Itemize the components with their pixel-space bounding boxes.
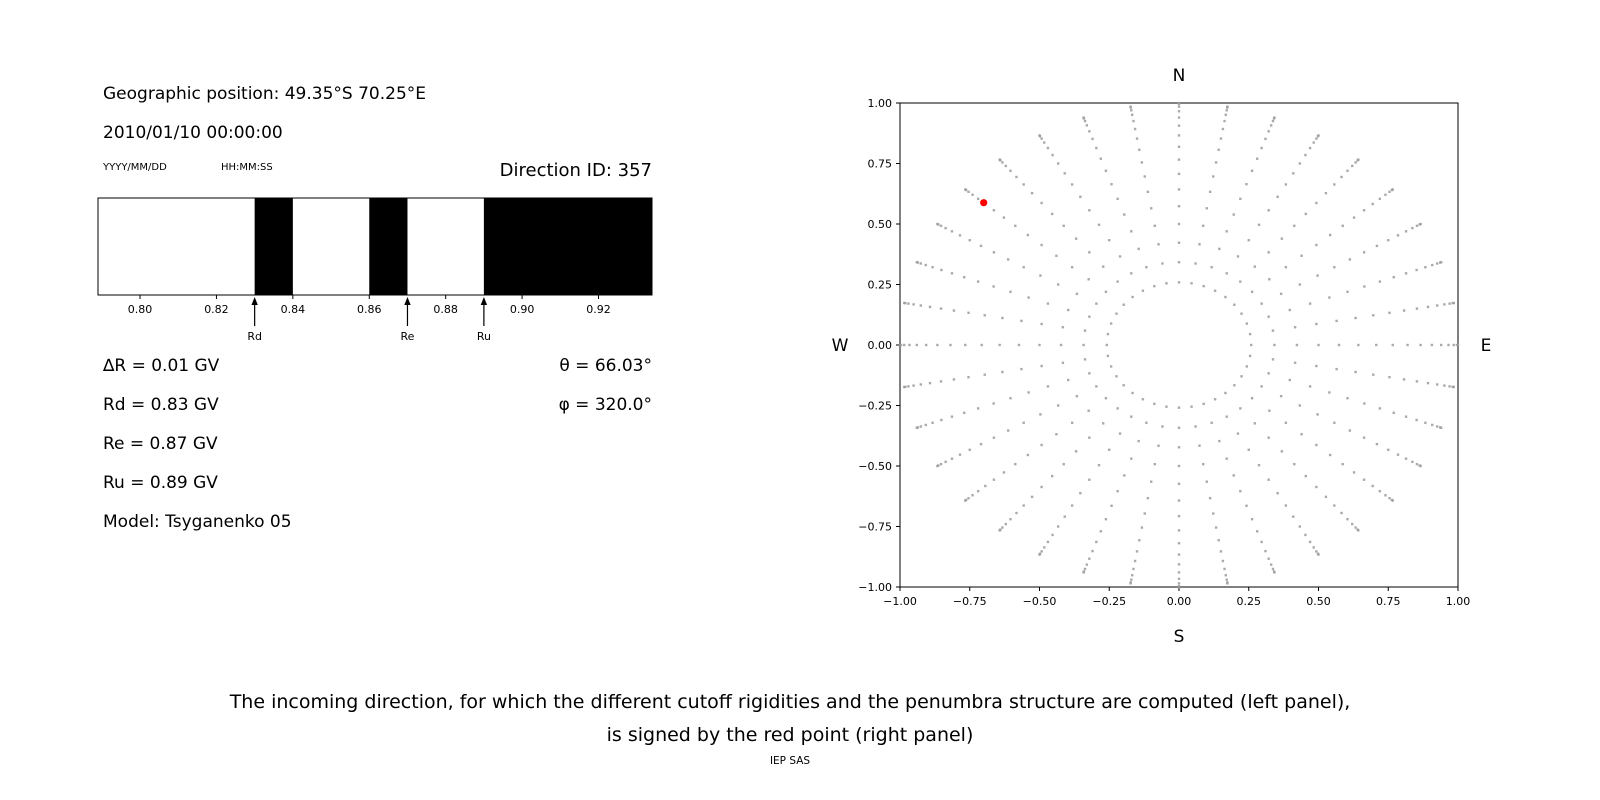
date-format-label: YYYY/MM/DD	[103, 162, 167, 173]
compass-east-label: E	[1481, 336, 1492, 356]
y-tick-label: 0.50	[868, 218, 893, 231]
caption-line-1: The incoming direction, for which the di…	[229, 691, 1351, 713]
x-tick-label: −1.00	[883, 595, 917, 608]
penumbra-tick-label: 0.82	[204, 303, 229, 316]
cutoff-arrowhead	[251, 297, 258, 305]
datetime-text: 2010/01/10 00:00:00	[103, 123, 283, 143]
cutoff-arrowhead	[404, 297, 411, 305]
compass-west-label: W	[832, 336, 849, 356]
figure-caption: The incoming direction, for which the di…	[0, 686, 1580, 752]
penumbra-tick-label: 0.90	[510, 303, 535, 316]
penumbra-tick-label: 0.92	[586, 303, 611, 316]
delta-r-text: ∆R = 0.01 GV	[103, 356, 220, 376]
allowed-band	[483, 198, 652, 295]
penumbra-tick-label: 0.86	[357, 303, 382, 316]
penumbra-bands	[97, 197, 653, 296]
y-tick-label: 0.00	[868, 339, 893, 352]
x-tick-label: 0.00	[1167, 595, 1192, 608]
time-format-label: HH:MM:SS	[221, 162, 273, 173]
penumbra-x-ticks: 0.80 0.82 0.84 0.86 0.88 0.90 0.92	[128, 295, 611, 316]
y-tick-label: −0.50	[858, 460, 892, 473]
cutoff-markers: Rd Re Ru	[247, 297, 491, 343]
geographic-position-text: Geographic position: 49.35°S 70.25°E	[103, 84, 427, 104]
y-tick-label: −0.75	[858, 521, 892, 534]
red-point	[980, 199, 988, 207]
cutoff-marker-label: Ru	[477, 330, 491, 343]
re-text: Re = 0.87 GV	[103, 434, 218, 454]
y-axis-ticks: −1.00 −0.75 −0.50 −0.25 0.00 0.25 0.50 0.75 1.00	[858, 97, 900, 594]
plot-frame	[899, 102, 1459, 588]
allowed-band	[369, 198, 408, 295]
x-axis-ticks: −1.00 −0.75 −0.50 −0.25 0.00 0.25 0.50 0.75 1.00	[883, 587, 1470, 608]
rd-text: Rd = 0.83 GV	[103, 395, 219, 415]
x-tick-label: 0.50	[1306, 595, 1331, 608]
direction-plot: N S W E −1.00 −0.75 −0.50 −0.25 0.00 0.25 0.50…	[832, 66, 1492, 647]
cutoff-marker-label: Re	[401, 330, 415, 343]
theta-text: θ = 66.03°	[559, 356, 652, 376]
penumbra-tick-label: 0.88	[433, 303, 458, 316]
y-tick-label: −0.25	[858, 400, 892, 413]
caption-line-2: is signed by the red point (right panel)	[606, 724, 974, 746]
x-tick-label: 0.25	[1237, 595, 1262, 608]
penumbra-chart: 0.80 0.82 0.84 0.86 0.88 0.90 0.92 Rd Re Ru	[97, 197, 653, 343]
compass-south-label: S	[1174, 627, 1185, 647]
phi-text: φ = 320.0°	[558, 395, 652, 415]
penumbra-tick-label: 0.80	[128, 303, 153, 316]
x-tick-label: 0.75	[1376, 595, 1401, 608]
x-tick-label: −0.25	[1092, 595, 1126, 608]
penumbra-tick-label: 0.84	[281, 303, 306, 316]
direction-dots	[898, 101, 1460, 589]
x-tick-label: −0.50	[1023, 595, 1057, 608]
direction-id-text: Direction ID: 357	[499, 160, 652, 181]
x-tick-label: −0.75	[953, 595, 987, 608]
y-tick-label: −1.00	[858, 581, 892, 594]
allowed-band	[254, 198, 293, 295]
cutoff-arrowhead	[480, 297, 488, 305]
y-tick-label: 1.00	[868, 97, 893, 110]
cutoff-marker-label: Rd	[247, 330, 262, 343]
y-tick-label: 0.75	[868, 158, 893, 171]
ru-text: Ru = 0.89 GV	[103, 473, 218, 493]
credit-text: IEP SAS	[769, 755, 811, 767]
y-tick-label: 0.25	[868, 279, 893, 292]
x-tick-label: 1.00	[1446, 595, 1471, 608]
compass-north-label: N	[1173, 66, 1186, 86]
model-text: Model: Tsyganenko 05	[103, 512, 292, 532]
